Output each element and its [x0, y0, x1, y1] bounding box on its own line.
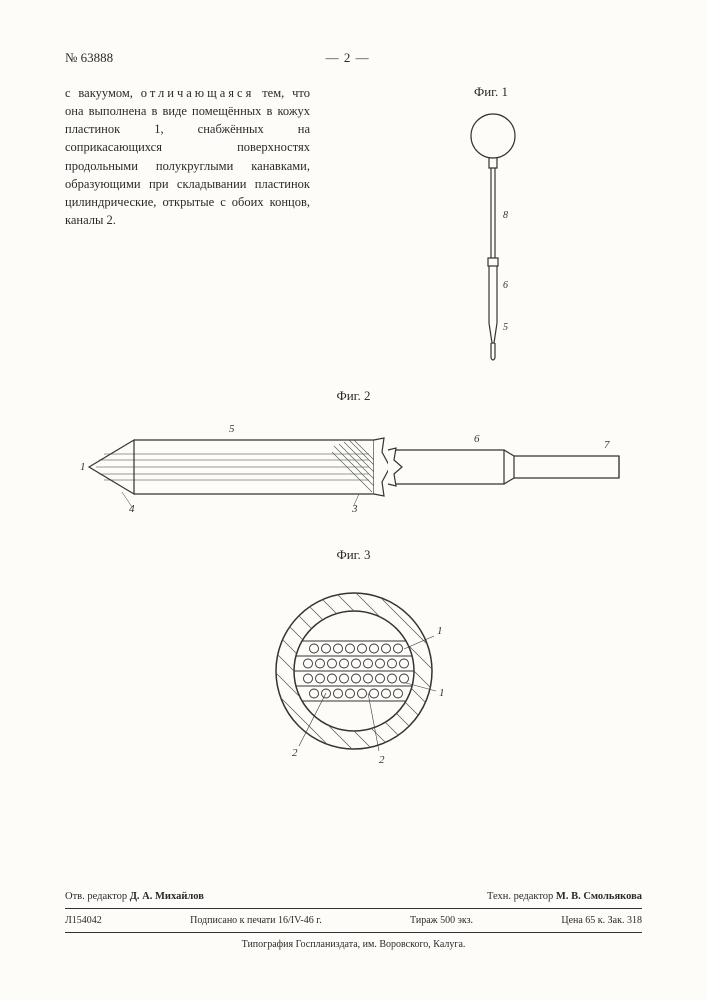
content-area: с вакуумом, отличающаяся тем, что она вы…	[65, 84, 642, 368]
fig3-callout-1b: 1	[439, 687, 445, 699]
fig3-callout-2b: 2	[379, 754, 385, 766]
fig1-callout-5: 5	[503, 322, 508, 333]
fig2-callout-5: 5	[229, 423, 235, 435]
fig2-label: Фиг. 2	[65, 388, 642, 404]
fig1-drawing: 8 6 5	[431, 108, 551, 368]
body-text: с вакуумом, отличающаяся тем, что она вы…	[65, 84, 310, 368]
fig2-callout-1: 1	[80, 461, 86, 473]
fig1-callout-8: 8	[503, 210, 508, 221]
fig3-callout-2a: 2	[292, 747, 298, 759]
fig1-callout-6: 6	[503, 280, 508, 291]
resp-editor: Отв. редактор Д. А. Михайлов	[65, 891, 204, 902]
tech-editor: Техн. редактор М. В. Смольякова	[487, 891, 642, 902]
fig1-label: Фиг. 1	[474, 84, 508, 100]
fig2-callout-4: 4	[129, 503, 135, 515]
page-number: — 2 —	[326, 50, 370, 66]
fig2-callout-6: 6	[474, 433, 480, 445]
publication-info: Л154042 Подписано к печати 16/IV-46 г. Т…	[65, 915, 642, 926]
page-header: № 63888 — 2 —	[65, 50, 642, 66]
fig2-callout-3: 3	[351, 503, 358, 515]
fig2-drawing: 1 4 3 5 6 7	[74, 412, 634, 522]
document-number: № 63888	[65, 50, 113, 66]
emphasized-word: отличающаяся	[141, 86, 255, 100]
fig3-drawing: 1 1 2 2	[254, 571, 454, 771]
figure-2-region: Фиг. 2	[65, 388, 642, 522]
typography-info: Типография Госпланиздата, им. Воровского…	[65, 939, 642, 950]
fig3-label: Фиг. 3	[65, 547, 642, 563]
fig2-callout-7: 7	[604, 439, 610, 451]
figure-3-region: Фиг. 3	[65, 547, 642, 771]
figure-1-region: Фиг. 1	[340, 84, 642, 368]
fig3-callout-1a: 1	[437, 625, 443, 637]
page-footer: Отв. редактор Д. А. Михайлов Техн. редак…	[65, 891, 642, 950]
